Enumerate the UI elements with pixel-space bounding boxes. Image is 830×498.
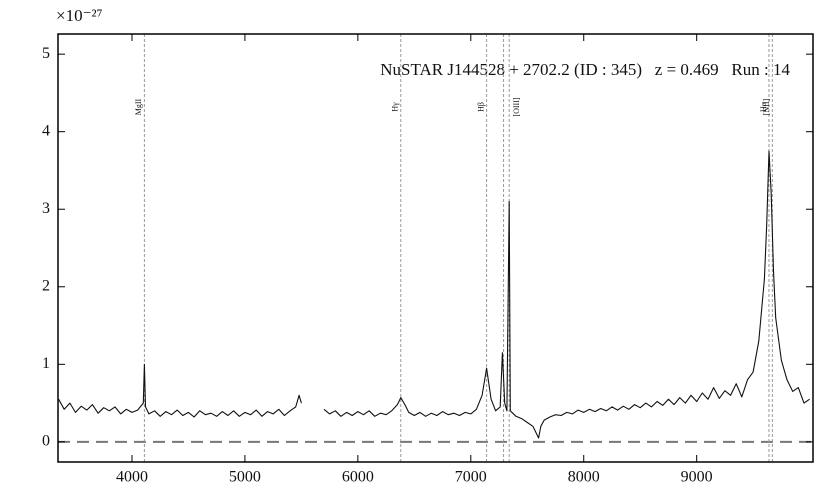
x-tick-label: 4000 (116, 469, 148, 486)
y-tick-label: 2 (42, 277, 50, 294)
y-tick-label: 3 (42, 200, 50, 217)
emission-line-label: MgII (134, 98, 143, 115)
emission-line-label: Hβ (476, 102, 485, 112)
emission-line-label: [OIII] (512, 97, 521, 116)
x-tick-label: 8000 (568, 469, 600, 486)
emission-line-label: Hγ (391, 102, 400, 112)
y-offset-label: ×10⁻²⁷ (56, 6, 103, 25)
x-tick-label: 7000 (455, 469, 487, 486)
y-tick-label: 0 (42, 433, 50, 450)
x-tick-label: 6000 (342, 469, 374, 486)
y-tick-label: 5 (42, 45, 50, 62)
y-tick-label: 4 (42, 122, 50, 139)
x-tick-label: 5000 (229, 469, 261, 486)
x-tick-label: 9000 (681, 469, 713, 486)
emission-line-label: [NII] (762, 98, 771, 115)
spectrum-line (58, 150, 810, 439)
chart-title: NuSTAR J144528 + 2702.2 (ID : 345) z = 0… (380, 60, 790, 79)
emission-line-label: Hα (759, 101, 768, 112)
y-tick-label: 1 (42, 355, 50, 372)
plot-frame (57, 33, 814, 463)
